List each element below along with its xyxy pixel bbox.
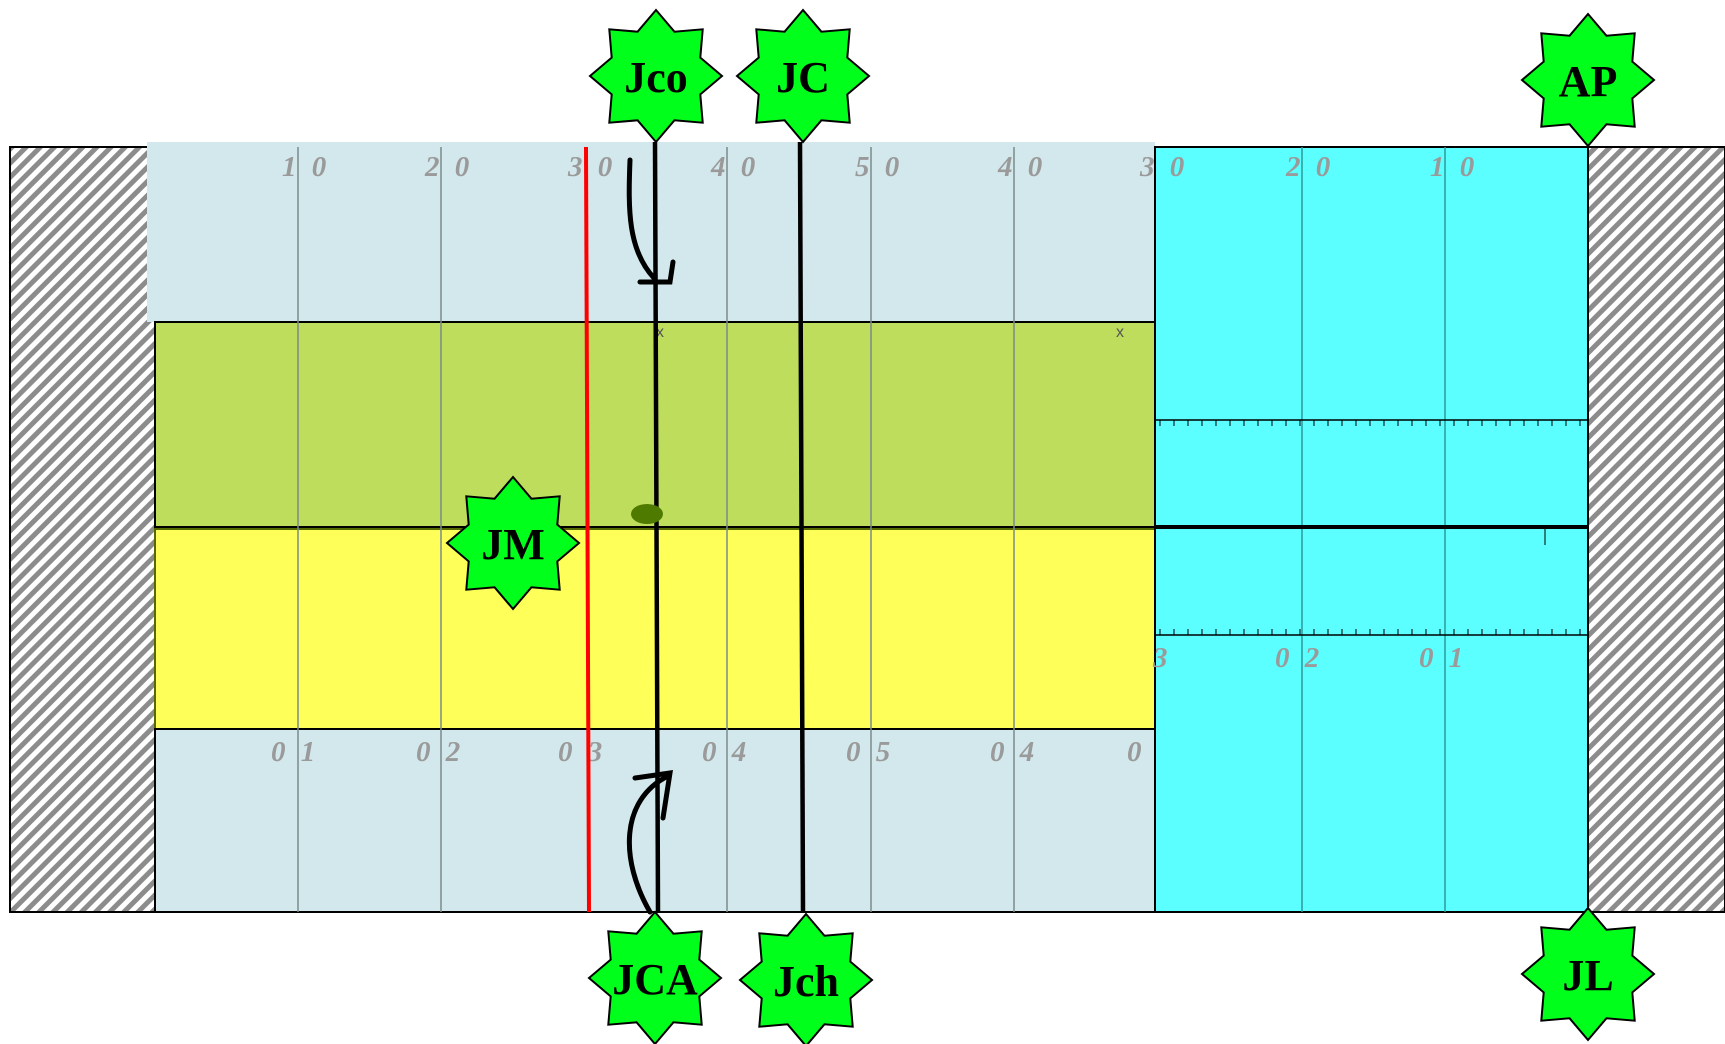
top-yard-label: 1 0 — [1430, 151, 1478, 183]
top-yard-label: 4 0 — [997, 151, 1046, 183]
cyan-hash-lines — [1155, 419, 1588, 636]
svg-text:JL: JL — [1562, 951, 1613, 1000]
bottom-yard-label: 0 1 — [271, 736, 319, 768]
upper-band — [147, 142, 1155, 322]
marker-jca: JCA — [587, 910, 723, 1044]
football — [631, 504, 663, 524]
bottom-yard-label: 0 4 — [702, 736, 750, 768]
marker-jl: JL — [1520, 906, 1656, 1042]
marker-ap: AP — [1520, 12, 1656, 148]
arrow-down — [626, 157, 676, 285]
top-yard-label: 2 0 — [424, 151, 473, 183]
cyan-zone — [1154, 146, 1589, 913]
lower-band — [154, 728, 1156, 913]
x-mark: x — [1116, 324, 1124, 341]
right-endzone — [1587, 146, 1725, 913]
bottom-yard-label: 0 5 — [846, 736, 894, 768]
bottom-yard-label: 0 4 — [990, 736, 1038, 768]
player-line-jco-jca — [652, 141, 661, 913]
grid-lines — [297, 147, 1446, 912]
top-yard-label: 3 0 — [567, 151, 616, 183]
bottom-yard-label: 0 2 — [416, 736, 464, 768]
bottom-yard-label: 0 3 — [558, 736, 606, 768]
marker-jm: JM — [445, 475, 581, 611]
svg-text:Jco: Jco — [624, 53, 688, 102]
bottom-yard-label: 0 — [1127, 736, 1146, 768]
left-endzone — [9, 146, 156, 913]
top-yard-label: 2 0 — [1285, 151, 1334, 183]
marker-jch: Jch — [738, 912, 874, 1044]
svg-text:Jch: Jch — [773, 957, 839, 1006]
top-yard-label: 1 0 — [282, 151, 330, 183]
top-yard-label: 4 0 — [710, 151, 759, 183]
svg-text:JC: JC — [776, 53, 830, 102]
bottom-yard-label: 0 1 — [1419, 642, 1467, 674]
bottom-yard-label: 0 2 — [1275, 642, 1323, 674]
cyan-tick-marks — [1159, 420, 1581, 635]
arrow-up — [626, 770, 673, 915]
svg-text:JM: JM — [481, 520, 545, 569]
red-line — [584, 146, 591, 913]
svg-text:JCA: JCA — [612, 955, 698, 1004]
bottom-yard-label: 3 — [1152, 642, 1172, 674]
marker-jc: JC — [735, 8, 871, 144]
marker-jco: Jco — [588, 8, 724, 144]
top-yard-label: 5 0 — [855, 151, 903, 183]
svg-text:AP: AP — [1559, 57, 1618, 106]
player-line-jc-jch — [797, 141, 806, 913]
top-yard-label: 3 0 — [1139, 151, 1188, 183]
x-mark: x — [656, 324, 664, 341]
